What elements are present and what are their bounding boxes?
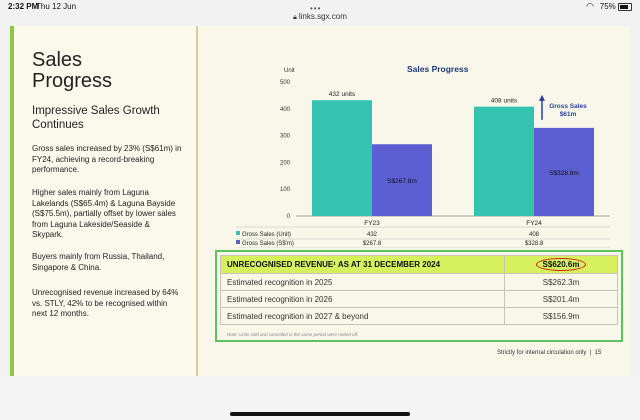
clock: 2:32 PM (8, 2, 39, 11)
data-label: S$267.8m (387, 178, 417, 185)
lock-icon: 🔒︎ (293, 14, 297, 21)
row-value: S$156.9m (504, 307, 618, 325)
battery: 75% (600, 2, 632, 11)
bar (474, 106, 534, 216)
bar (372, 144, 432, 216)
status-bar: 2:32 PM Thu 12 Jun ◠ 75% ••• (0, 0, 640, 13)
unrecognised-revenue-table: UNRECOGNISED REVENUE¹ AS AT 31 DECEMBER … (215, 250, 623, 342)
address-bar[interactable]: 🔒︎ links.sgx.com (0, 12, 640, 26)
x-tick-label: FY24 (526, 220, 542, 227)
table-cell: $267.8 (363, 241, 382, 247)
page-title: Sales Progress (32, 50, 182, 92)
y-tick-label: 300 (280, 134, 291, 140)
multitask-dots-icon[interactable]: ••• (310, 4, 322, 13)
table-row: Estimated recognition in 2026 S$201.4m (220, 290, 618, 308)
home-indicator[interactable] (230, 412, 410, 416)
legend-label: Gross Sales (Unit) (242, 232, 291, 238)
data-label: 408 units (491, 98, 518, 105)
annotation-line-2: $61m (560, 111, 577, 118)
legend-swatch (236, 240, 240, 244)
legend-swatch (236, 231, 240, 235)
paragraph-4: Unrecognised revenue increased by 64% vs… (32, 288, 179, 318)
revenue-header-cell: S$620.6m (504, 255, 618, 274)
url-text: links.sgx.com (298, 12, 347, 21)
paragraph-2: Higher sales mainly from Laguna Lakeland… (32, 188, 176, 239)
data-label: S$328.8m (549, 170, 579, 177)
title-line-2: Progress (32, 70, 113, 92)
legend-label: Gross Sales (S$'m) (242, 241, 294, 247)
title-line-1: Sales (32, 49, 83, 71)
subtitle: Impressive Sales Growth Continues (32, 105, 160, 131)
row-label: Estimated recognition in 2027 & beyond (220, 307, 505, 325)
bar (534, 127, 594, 216)
sales-chart: Unit 0 100 200 300 400 500 432 units S$267.8m FY2… (236, 68, 610, 248)
row-label: Estimated recognition in 2026 (220, 290, 505, 308)
table-row: Estimated recognition in 2025 S$262.3m (220, 273, 618, 291)
paragraph-3: Buyers mainly from Russia, Thailand, Sin… (32, 252, 165, 272)
divider (196, 26, 198, 376)
footer: Strictly for internal circulation only |… (497, 350, 602, 356)
paragraph-1: Gross sales increased by 23% (S$61m) in … (32, 144, 182, 174)
annotation-line-1: Gross Sales (549, 103, 587, 110)
x-tick-label: FY23 (364, 220, 380, 227)
row-value: S$262.3m (504, 273, 618, 291)
revenue-header-label: UNRECOGNISED REVENUE¹ AS AT 31 DECEMBER … (220, 255, 505, 274)
y-axis-label: Unit (284, 68, 295, 74)
wifi-icon: ◠ (586, 1, 594, 11)
battery-icon (618, 2, 632, 11)
row-label: Estimated recognition in 2025 (220, 273, 505, 291)
y-tick-label: 200 (280, 160, 291, 166)
data-label: 432 units (329, 91, 356, 98)
y-tick-label: 0 (287, 214, 291, 220)
table-cell: 408 (529, 232, 540, 238)
accent-bar (10, 26, 14, 376)
table-cell: 432 (367, 232, 378, 238)
footer-text: Strictly for internal circulation only (497, 350, 587, 356)
table-cell: $328.8 (525, 241, 544, 247)
arrow-up-icon (539, 94, 545, 101)
revenue-total-highlight: S$620.6m (535, 258, 587, 271)
y-tick-label: 400 (280, 107, 291, 113)
page-number: 15 (594, 350, 602, 356)
y-tick-label: 100 (280, 187, 291, 193)
table-row: Estimated recognition in 2027 & beyond S… (220, 307, 618, 325)
revenue-header-row: UNRECOGNISED REVENUE¹ AS AT 31 DECEMBER … (220, 255, 618, 274)
row-value: S$201.4m (504, 290, 618, 308)
y-tick-label: 500 (280, 80, 291, 86)
date: Thu 12 Jun (36, 2, 77, 11)
chart-title: Sales Progress (407, 64, 469, 74)
battery-percent: 75% (599, 2, 616, 11)
footnote: Note: Units sold and cancelled in the sa… (227, 332, 359, 337)
bar (312, 100, 372, 216)
